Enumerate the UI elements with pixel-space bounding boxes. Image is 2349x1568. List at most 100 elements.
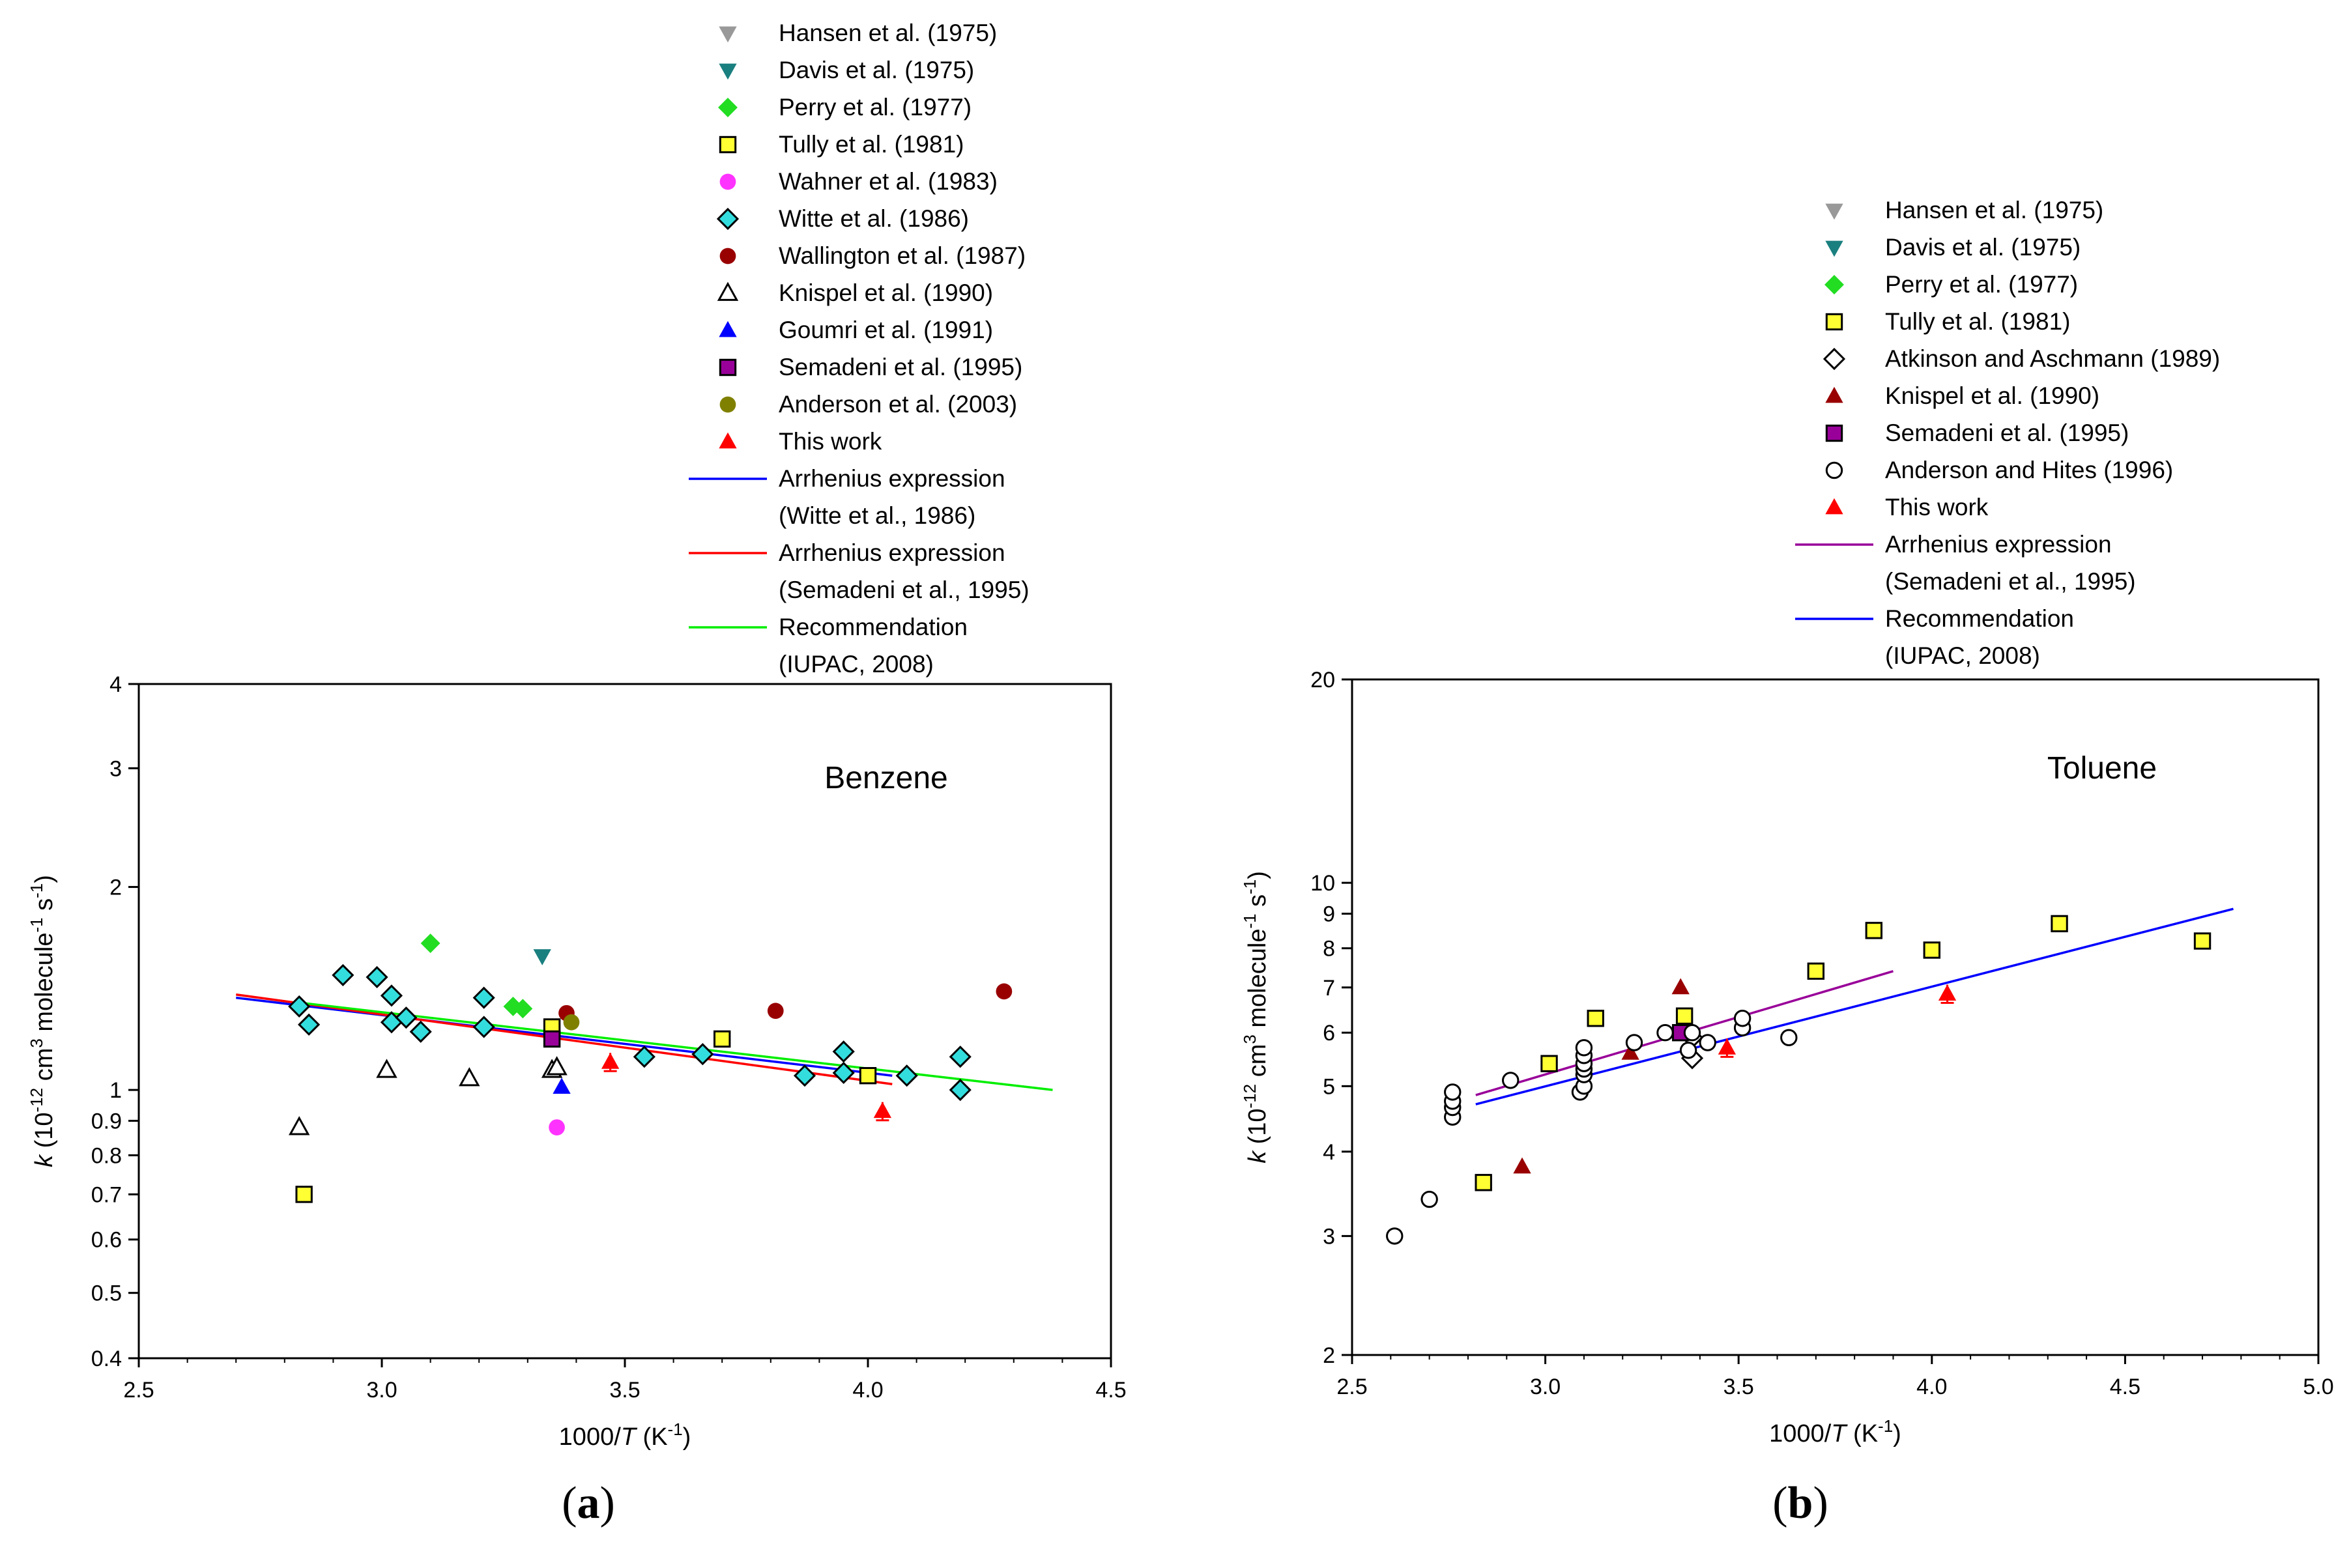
legend-marker (716, 207, 740, 231)
legend-label: Perry et al. (1977) (779, 94, 972, 121)
x-tick-label: 3.0 (366, 1378, 397, 1403)
data-point-davis-et-al-1975 (533, 949, 551, 965)
y-tick-label: 9 (1323, 902, 1335, 927)
data-point-witte-et-al-1986 (633, 1046, 656, 1068)
legend-marker (719, 358, 737, 377)
legend-marker (717, 281, 739, 301)
data-point-anderson-and-hites-1996 (1444, 1083, 1462, 1101)
data-point-this-work (873, 1102, 892, 1119)
x-tick-label: 2.5 (123, 1378, 154, 1403)
x-axis-label: 1000/T (K-1) (559, 1419, 691, 1451)
legend-label: Anderson et al. (2003) (779, 391, 1017, 418)
legend-label: This work (1885, 494, 1989, 520)
x-tick-label: 3.5 (1723, 1375, 1754, 1399)
legend-label: Tully et al. (1981) (779, 131, 964, 158)
y-tick-label: 20 (1310, 668, 1335, 692)
panel-label: (b) (1772, 1478, 1828, 1528)
data-point-witte-et-al-1986 (472, 986, 495, 1009)
fit-line-arrhenius-expression-semadeni-et-al-1995 (235, 993, 893, 1085)
panel-a-benzene-chart: 2.5 3.0 3.5 4.0 4.5 0.4 0.5 0.6 0.7 0.8 0.9 1 2 3 4 100… (27, 20, 1127, 1528)
data-point-anderson-and-hites-1996 (1575, 1039, 1593, 1057)
fit-line-recommendation-iupac-2008 (1475, 907, 2234, 1105)
legend-label: (Semadeni et al., 1995) (779, 577, 1030, 603)
x-tick-label: 2.5 (1336, 1375, 1367, 1399)
data-point-anderson-and-hites-1996 (1420, 1190, 1438, 1208)
data-point-tully-et-al-1981 (1807, 962, 1825, 980)
y-tick-label: 2 (1323, 1343, 1335, 1368)
y-axis-label: k (10-12 cm3 molecule-1 s-1) (1240, 871, 1271, 1163)
data-point-perry-et-al-1977 (513, 999, 533, 1019)
legend-label: Davis et al. (1975) (1885, 234, 2081, 261)
data-point-anderson-and-hites-1996 (1780, 1029, 1798, 1046)
y-tick-label: 8 (1323, 937, 1335, 962)
data-point-anderson-et-al-2003 (563, 1014, 580, 1031)
data-point-witte-et-al-1986 (395, 1006, 418, 1029)
y-tick-label: 0.6 (91, 1228, 122, 1253)
data-point-witte-et-al-1986 (332, 963, 354, 986)
x-tick-label: 4.0 (852, 1378, 883, 1403)
legend-label: (IUPAC, 2008) (1885, 642, 2040, 669)
legend-marker (719, 321, 737, 337)
data-point-witte-et-al-1986 (949, 1046, 972, 1068)
data-point-this-work (1938, 984, 1957, 1001)
legend-label: Arrhenius expression (779, 465, 1005, 492)
data-point-witte-et-al-1986 (832, 1061, 855, 1085)
data-point-witte-et-al-1986 (472, 1016, 495, 1038)
legend-label: Recommendation (1885, 605, 2074, 632)
data-point-witte-et-al-1986 (895, 1064, 918, 1087)
data-point-tully-et-al-1981 (1865, 922, 1883, 939)
x-tick-label: 3.0 (1530, 1375, 1561, 1399)
data-point-wallington-et-al-1987 (767, 1003, 784, 1019)
legend-label: Arrhenius expression (779, 539, 1005, 566)
legend-label: Wallington et al. (1987) (779, 242, 1026, 269)
legend-marker (1825, 240, 1843, 257)
fit-line-recommendation-iupac-2008 (294, 1001, 1053, 1091)
data-point-tully-et-al-1981 (2051, 915, 2068, 933)
legend-label: (IUPAC, 2008) (779, 651, 934, 677)
legend-label: (Semadeni et al., 1995) (1885, 568, 2136, 595)
data-point-goumri-et-al-1991 (553, 1077, 571, 1094)
fit-line-arrhenius-expression-witte-et-al-1986 (235, 996, 893, 1077)
chart-title: Toluene (2047, 751, 2157, 786)
data-point-tully-et-al-1981 (1923, 941, 1941, 959)
data-point-knispel-et-al-1990 (459, 1067, 480, 1087)
y-tick-label: 0.7 (91, 1182, 122, 1207)
data-point-knispel-et-al-1990 (1621, 1043, 1639, 1060)
legend-marker (1825, 386, 1843, 403)
legend-marker (1825, 424, 1843, 442)
x-tick-label: 5.0 (2303, 1375, 2333, 1399)
x-axis-label: 1000/T (K-1) (1769, 1416, 1901, 1447)
plot-frame (1351, 678, 2320, 1356)
legend-label: Hansen et al. (1975) (779, 20, 997, 46)
data-point-wallington-et-al-1987 (996, 983, 1013, 1000)
legend-label: Anderson and Hites (1996) (1885, 457, 2173, 483)
legend-marker (1825, 203, 1843, 220)
data-point-this-work (601, 1052, 620, 1069)
data-point-anderson-and-hites-1996 (1699, 1034, 1716, 1051)
legend-label: Arrhenius expression (1885, 531, 2112, 558)
legend-marker (718, 98, 738, 117)
data-point-anderson-and-hites-1996 (1502, 1072, 1520, 1089)
legend-marker (719, 432, 737, 449)
data-point-witte-et-al-1986 (409, 1020, 432, 1043)
data-point-anderson-and-hites-1996 (1733, 1010, 1751, 1027)
legend-label: Wahner et al. (1983) (779, 168, 998, 195)
y-tick-label: 0.9 (91, 1109, 122, 1133)
x-tick-label: 4.5 (1095, 1378, 1126, 1403)
data-point-perry-et-al-1977 (503, 996, 523, 1016)
y-tick-label: 0.4 (91, 1347, 122, 1371)
legend-label: Perry et al. (1977) (1885, 271, 2078, 298)
legend-marker (719, 26, 737, 43)
panel-b-toluene-chart: 2.5 3.0 3.5 4.0 4.5 5.0 2 3 4 5 6 7 8 9 10 20 1000/T (K-… (1240, 197, 2334, 1528)
data-point-tully-et-al-1981 (1675, 1007, 1693, 1025)
data-point-anderson-and-hites-1996 (1683, 1024, 1701, 1042)
y-tick-label: 1 (109, 1078, 122, 1103)
data-point-this-work (1718, 1038, 1737, 1055)
y-tick-label: 5 (1323, 1074, 1335, 1099)
data-point-knispel-et-al-1990 (546, 1056, 568, 1076)
plot-frame (137, 683, 1112, 1360)
y-tick-label: 0.8 (91, 1143, 122, 1168)
legend-marker (1825, 313, 1843, 331)
data-point-witte-et-al-1986 (691, 1043, 714, 1066)
data-point-knispel-et-al-1990 (1671, 978, 1690, 995)
